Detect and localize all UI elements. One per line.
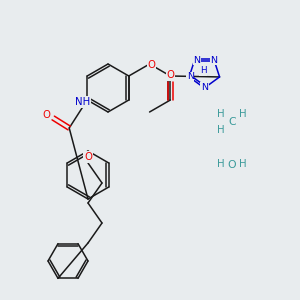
Text: O: O xyxy=(167,70,174,80)
Text: O: O xyxy=(42,110,50,120)
Text: H: H xyxy=(217,125,225,135)
Text: N: N xyxy=(210,56,217,64)
Text: H: H xyxy=(200,66,206,75)
Text: O: O xyxy=(84,152,92,162)
Text: H: H xyxy=(239,159,247,169)
Text: NH: NH xyxy=(75,97,90,107)
Text: H: H xyxy=(239,109,247,119)
Text: N: N xyxy=(201,82,208,91)
Text: O: O xyxy=(228,160,236,170)
Text: O: O xyxy=(148,60,156,70)
Text: H: H xyxy=(217,159,225,169)
Text: N: N xyxy=(187,72,194,81)
Text: C: C xyxy=(228,117,236,127)
Text: H: H xyxy=(217,109,225,119)
Text: N: N xyxy=(194,56,200,64)
